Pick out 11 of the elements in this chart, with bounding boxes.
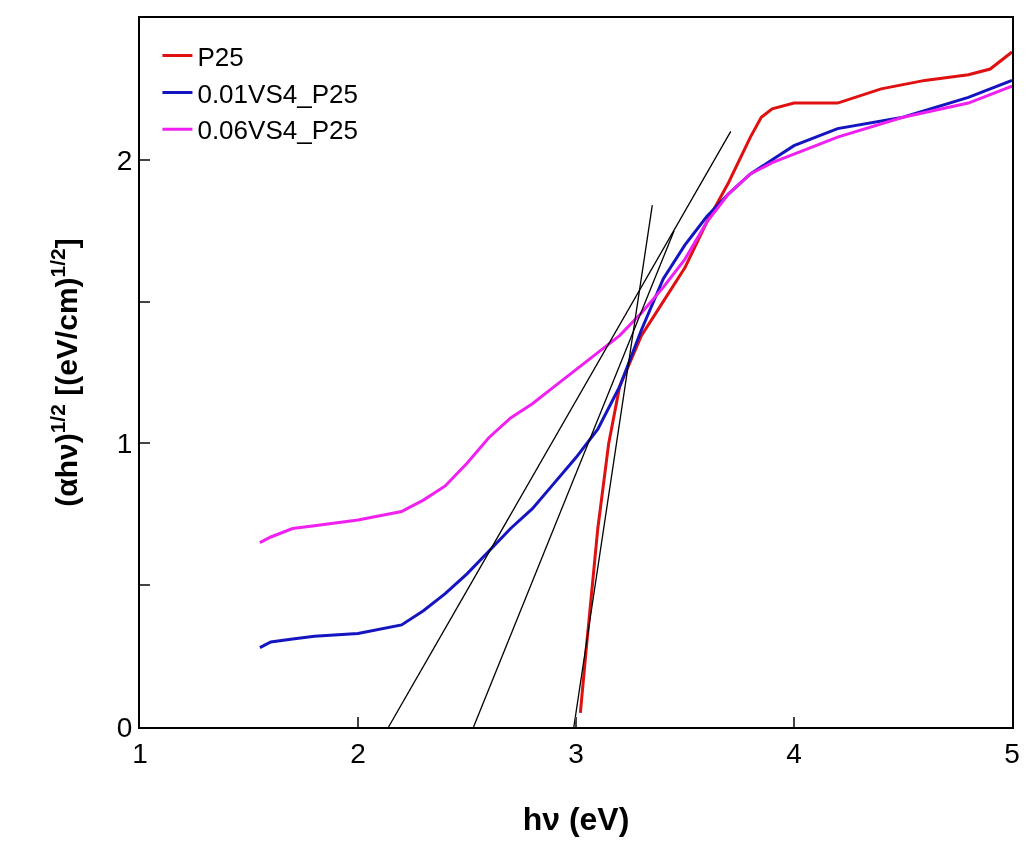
y-tick-label: 0 — [116, 711, 133, 743]
legend-label: 0.06VS4_P25 — [197, 115, 358, 146]
x-tick-label: 2 — [350, 737, 366, 769]
x-tick-label: 4 — [786, 737, 802, 769]
legend-label: P25 — [197, 41, 244, 72]
x-axis-title: hν (eV) — [522, 801, 630, 837]
x-tick-label: 5 — [1004, 737, 1020, 769]
x-tick-label: 3 — [568, 737, 584, 769]
legend-label: 0.01VS4_P25 — [197, 78, 358, 109]
y-tick-label: 2 — [116, 144, 133, 176]
y-tick-label: 1 — [116, 428, 133, 460]
